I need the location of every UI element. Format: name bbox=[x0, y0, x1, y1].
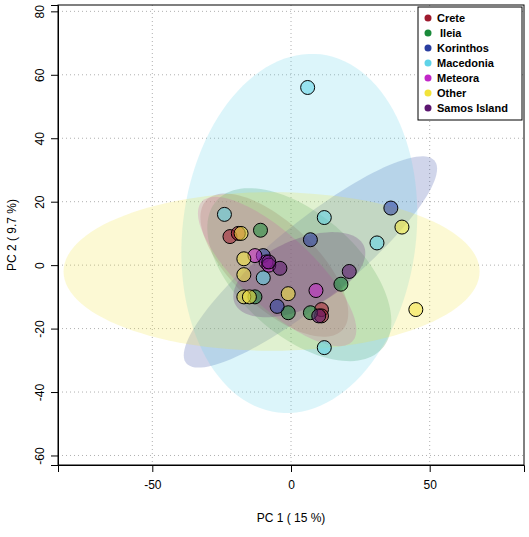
x-axis-title: PC 1 ( 15 %) bbox=[257, 511, 326, 525]
point bbox=[370, 236, 384, 250]
point bbox=[301, 80, 315, 94]
tick-label: 0 bbox=[33, 262, 47, 269]
point bbox=[303, 233, 317, 247]
plot-frame bbox=[58, 5, 524, 465]
tick-label: 60 bbox=[33, 68, 47, 82]
legend-label: Samos Island bbox=[437, 102, 508, 114]
legend-label: Macedonia bbox=[437, 57, 495, 69]
tick-label: 0 bbox=[288, 478, 295, 492]
tick: 80 bbox=[33, 5, 58, 19]
tick-label: -20 bbox=[33, 320, 47, 338]
point bbox=[317, 211, 331, 225]
legend-label: Crete bbox=[437, 12, 465, 24]
point bbox=[384, 201, 398, 215]
grid-line bbox=[58, 455, 524, 456]
tick-mark bbox=[51, 265, 58, 266]
point bbox=[309, 284, 323, 298]
tick-mark bbox=[51, 329, 58, 330]
legend-label: Meteora bbox=[437, 72, 480, 84]
tick: 50 bbox=[424, 465, 438, 492]
axis-line bbox=[51, 6, 59, 466]
tick-label: 20 bbox=[33, 195, 47, 209]
legend-box bbox=[418, 7, 522, 120]
tick-mark bbox=[291, 465, 292, 472]
tick-label: -60 bbox=[33, 447, 47, 465]
legend-swatch bbox=[425, 30, 432, 37]
legend-label: Other bbox=[437, 87, 467, 99]
point bbox=[262, 255, 276, 269]
y-axis: -60 -40 -20 0 20 40 60 80 bbox=[33, 5, 59, 466]
point bbox=[234, 226, 248, 240]
tick-mark bbox=[51, 138, 58, 139]
point bbox=[242, 290, 256, 304]
point bbox=[312, 309, 326, 323]
legend-label: Ileia bbox=[437, 27, 462, 39]
tick: 60 bbox=[33, 68, 58, 82]
point bbox=[409, 303, 423, 317]
tick-label: -50 bbox=[144, 478, 162, 492]
tick-mark bbox=[152, 465, 153, 472]
point bbox=[281, 287, 295, 301]
y-axis-title: PC 2 ( 9.7 %) bbox=[5, 199, 19, 271]
tick: 20 bbox=[33, 195, 58, 209]
x-axis: -50 0 50 bbox=[59, 465, 525, 492]
tick-mark bbox=[51, 392, 58, 393]
point bbox=[237, 252, 251, 266]
chart: -50 0 50 -60 -40 -20 0 20 40 60 80 PC 1 ( 15 %) PC 2… bbox=[0, 0, 529, 537]
point bbox=[317, 341, 331, 355]
point bbox=[237, 268, 251, 282]
point bbox=[334, 277, 348, 291]
tick-mark bbox=[51, 455, 58, 456]
legend-swatch bbox=[425, 60, 432, 67]
legend-swatch bbox=[425, 15, 432, 22]
tick-label: 80 bbox=[33, 5, 47, 19]
tick: -20 bbox=[33, 320, 58, 338]
point bbox=[253, 223, 267, 237]
tick: -50 bbox=[144, 465, 162, 492]
tick-mark bbox=[51, 75, 58, 76]
legend-swatch bbox=[425, 105, 432, 112]
point bbox=[217, 207, 231, 221]
tick-mark bbox=[430, 465, 431, 472]
tick: -40 bbox=[33, 384, 58, 402]
plot-area bbox=[64, 54, 480, 413]
tick: -60 bbox=[33, 447, 58, 465]
axis-line bbox=[59, 466, 525, 473]
point bbox=[395, 220, 409, 234]
point bbox=[342, 264, 356, 278]
confidence-ellipse bbox=[64, 192, 480, 351]
point bbox=[270, 299, 284, 313]
tick-mark bbox=[51, 202, 58, 203]
confidence-ellipse bbox=[233, 232, 365, 317]
tick-label: 40 bbox=[33, 132, 47, 146]
tick-label: -40 bbox=[33, 384, 47, 402]
grid bbox=[58, 5, 524, 465]
tick: 0 bbox=[288, 465, 295, 492]
tick-label: 50 bbox=[424, 478, 438, 492]
legend-swatch bbox=[425, 90, 432, 97]
legend: Crete Ileia Korinthos Macedonia Meteora Othe… bbox=[418, 7, 522, 120]
tick-mark bbox=[51, 11, 58, 12]
point bbox=[256, 271, 270, 285]
legend-label: Korinthos bbox=[437, 42, 489, 54]
legend-swatch bbox=[425, 45, 432, 52]
tick: 0 bbox=[33, 262, 58, 269]
tick: 40 bbox=[33, 132, 58, 146]
legend-swatch bbox=[425, 75, 432, 82]
